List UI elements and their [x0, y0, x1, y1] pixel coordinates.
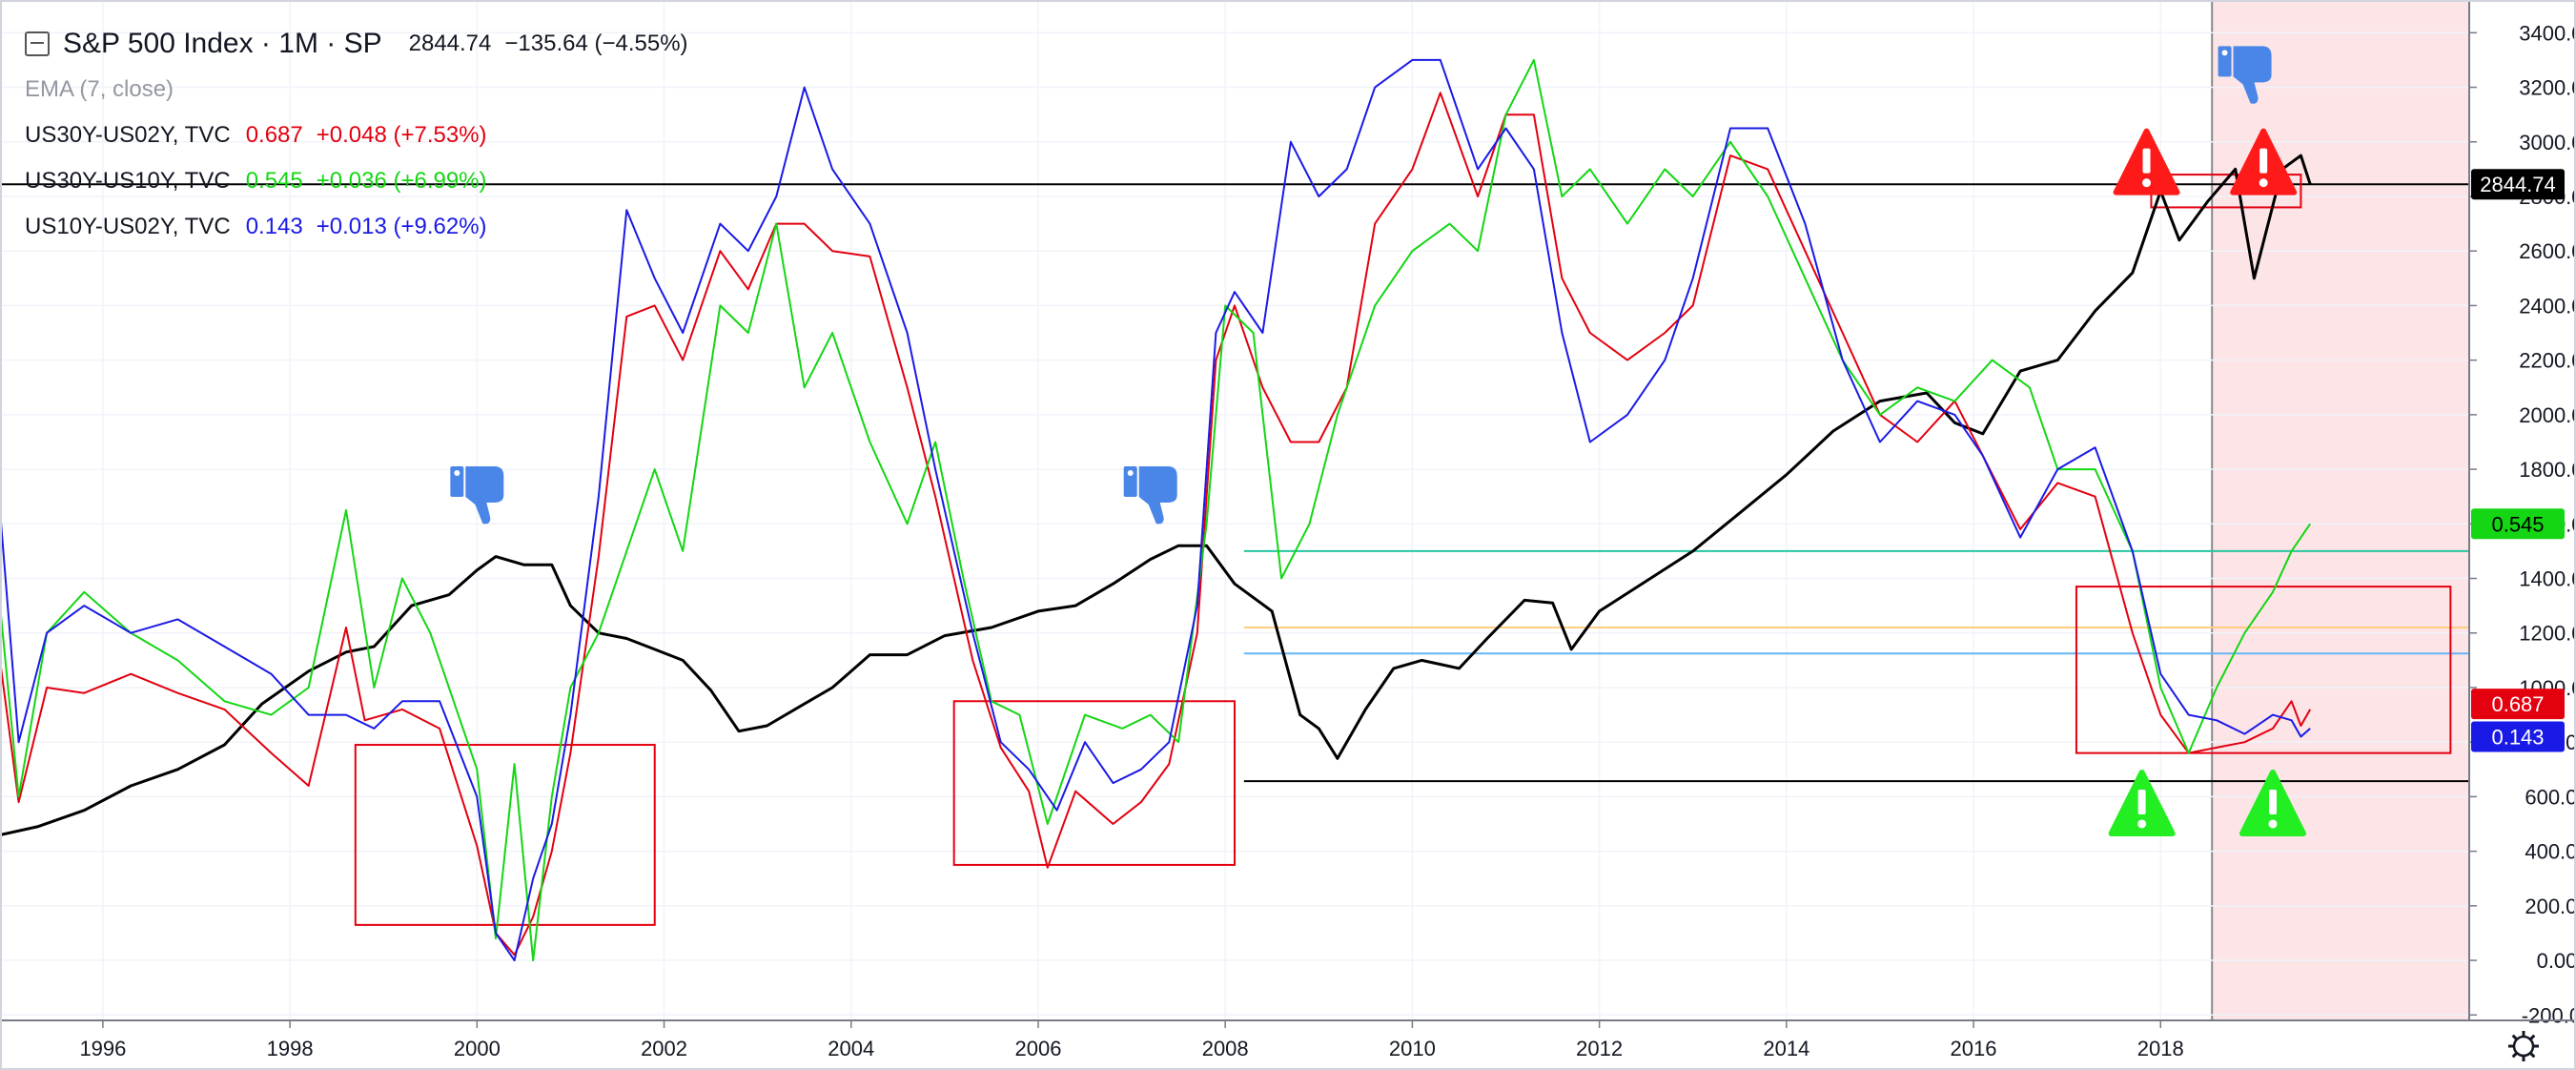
- annotation-box: [2075, 586, 2452, 754]
- x-tick-label: 2002: [641, 1037, 687, 1060]
- thumbs-down-cuff: [2218, 46, 2232, 77]
- legend-ema-label: EMA (7, close): [25, 76, 174, 102]
- legend-series-change: +0.036 (+6.99%): [316, 168, 487, 194]
- box-annotation-layer: [354, 174, 2452, 926]
- x-tick-label: 2004: [828, 1037, 874, 1060]
- price-label: 0.687: [2491, 692, 2544, 716]
- y-tick-label: 3200.00: [2519, 76, 2576, 100]
- thumbs-down-dot: [454, 469, 460, 476]
- thumbs-down-cuff: [1123, 465, 1137, 497]
- thumbs-down-icon: [2218, 46, 2272, 104]
- annotation-box: [354, 744, 656, 926]
- warning-red-icon: [2230, 128, 2298, 195]
- x-tick-label: 1996: [79, 1037, 126, 1060]
- thumbs-down-cuff: [450, 465, 464, 497]
- x-tick-label: 2008: [1202, 1037, 1249, 1060]
- warning-green-icon: [2108, 769, 2176, 836]
- legend-main-row: S&P 500 Index · 1M · SP 2844.74 −135.64 …: [25, 21, 702, 67]
- x-tick-label: 2018: [2137, 1037, 2184, 1060]
- warning-bar: [2268, 789, 2277, 814]
- price-label-bg: [2471, 689, 2565, 720]
- legend-ema-row[interactable]: EMA (7, close): [25, 67, 702, 113]
- warning-dot: [2268, 819, 2278, 829]
- series-line: [0, 58, 2312, 962]
- reference-lines-layer: [0, 183, 2469, 783]
- legend-series-name: US30Y-US02Y, TVC: [25, 122, 231, 148]
- chart-legend: S&P 500 Index · 1M · SP 2844.74 −135.64 …: [25, 21, 702, 250]
- y-tick-label: 1400.00: [2519, 567, 2576, 591]
- y-tick-label: 3000.00: [2519, 131, 2576, 154]
- thumbs-down-dot: [2221, 50, 2228, 56]
- warning-dot: [2259, 178, 2268, 188]
- settings-gear-icon[interactable]: [2508, 1031, 2539, 1061]
- legend-series-value: 0.687: [245, 122, 303, 148]
- legend-series-change: +0.013 (+9.62%): [316, 214, 487, 239]
- price-label: 2844.74: [2480, 173, 2556, 196]
- warning-dot: [2137, 819, 2147, 829]
- warning-bar: [2142, 148, 2151, 174]
- legend-series-name: US10Y-US02Y, TVC: [25, 214, 231, 239]
- price-label: 0.143: [2491, 725, 2544, 749]
- warning-bar: [2137, 789, 2146, 814]
- x-tick-label: 2016: [1951, 1037, 1997, 1060]
- x-tick-label: 2014: [1763, 1037, 1809, 1060]
- thumbs-down-icon: [450, 465, 504, 525]
- gear-tooth: [2529, 1052, 2536, 1059]
- legend-title: S&P 500 Index · 1M · SP: [63, 28, 382, 59]
- series-layer: [0, 58, 2312, 962]
- legend-price: 2844.74: [408, 31, 492, 56]
- series-line: [0, 58, 2311, 962]
- price-label-bg: [2471, 169, 2565, 200]
- price-label: 0.545: [2491, 512, 2544, 536]
- y-tick-label: 2600.00: [2519, 239, 2576, 263]
- legend-series-row[interactable]: US30Y-US10Y, TVC 0.545 +0.036 (+6.99%): [25, 158, 702, 204]
- thumbs-down-dot: [1127, 469, 1134, 476]
- y-tick-label: 2000.00: [2519, 403, 2576, 427]
- gear-tooth: [2529, 1034, 2536, 1040]
- legend-change: −135.64 (−4.55%): [504, 31, 688, 56]
- warning-dot: [2142, 178, 2152, 188]
- y-tick-label: 1800.00: [2519, 458, 2576, 482]
- warning-green-icon: [2239, 769, 2306, 836]
- y-tick-label: 400.00: [2525, 840, 2576, 864]
- warning-bar: [2259, 148, 2268, 174]
- x-tick-label: 2000: [454, 1037, 501, 1060]
- thumbs-down-icon: [1123, 465, 1177, 525]
- x-tick-label: 1998: [267, 1037, 314, 1060]
- y-tick-label: 200.00: [2525, 895, 2576, 918]
- series-line: [0, 92, 2312, 957]
- y-tick-label: 600.00: [2525, 785, 2576, 809]
- price-label-layer: 2844.74 0.545 0.687 0.143: [2471, 169, 2565, 752]
- thumbs-down-hand: [1138, 465, 1177, 525]
- legend-series-name: US30Y-US10Y, TVC: [25, 168, 231, 194]
- y-tick-label: 0.00: [2537, 949, 2576, 973]
- collapse-icon[interactable]: [25, 31, 50, 56]
- legend-series-change: +0.048 (+7.53%): [316, 122, 487, 148]
- y-tick-label: 1200.00: [2519, 622, 2576, 646]
- gear-tooth: [2511, 1034, 2518, 1040]
- y-tick-label: 3400.00: [2519, 21, 2576, 45]
- x-tick-label: 2006: [1015, 1037, 1062, 1060]
- thumbs-down-hand: [465, 465, 504, 525]
- x-tick-label: 2012: [1576, 1037, 1623, 1060]
- thumbs-down-hand: [2233, 46, 2272, 104]
- y-tick-label: 2400.00: [2519, 294, 2576, 318]
- legend-series-row[interactable]: US30Y-US02Y, TVC 0.687 +0.048 (+7.53%): [25, 113, 702, 158]
- warning-red-icon: [2113, 128, 2180, 195]
- series-line: [0, 154, 2312, 836]
- price-label-bg: [2471, 508, 2565, 540]
- legend-series-value: 0.545: [245, 168, 303, 194]
- price-label-bg: [2471, 721, 2565, 752]
- legend-series-value: 0.143: [245, 214, 303, 239]
- legend-series-row[interactable]: US10Y-US02Y, TVC 0.143 +0.013 (+9.62%): [25, 204, 702, 250]
- gear-tooth: [2511, 1052, 2518, 1059]
- y-tick-label: -200.00: [2522, 1003, 2576, 1027]
- marker-layer: [450, 46, 2306, 836]
- x-tick-label: 2010: [1389, 1037, 1436, 1060]
- y-tick-label: 2200.00: [2519, 349, 2576, 373]
- annotation-box: [952, 700, 1236, 866]
